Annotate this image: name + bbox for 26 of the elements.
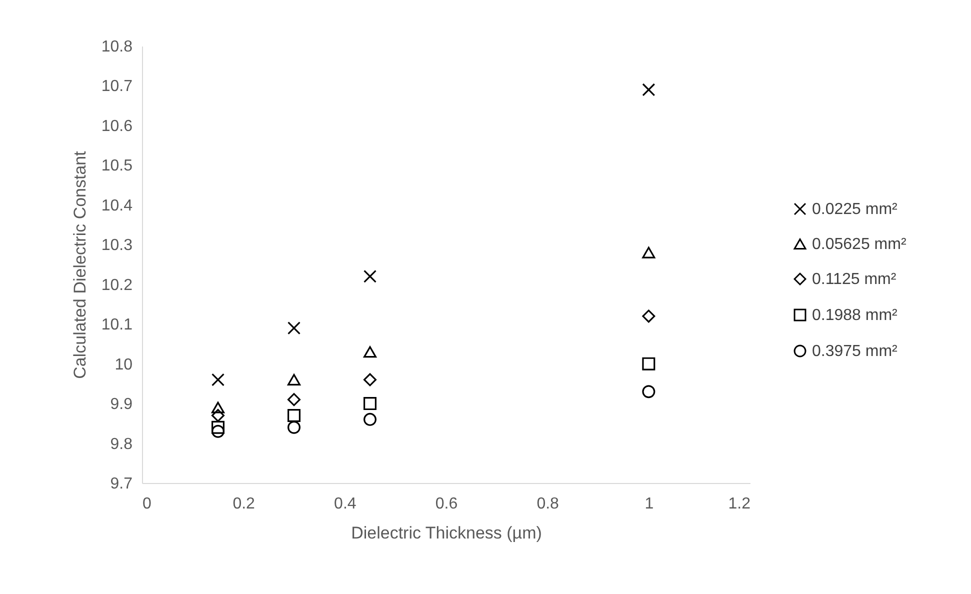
- x-tick-label: 1.2: [728, 496, 751, 512]
- y-tick-label: 10.4: [101, 197, 133, 214]
- y-tick-label: 9.8: [110, 436, 133, 453]
- y-tick-label: 9.9: [110, 396, 133, 414]
- y-tick-label: 10.2: [101, 276, 133, 294]
- x-tick-label: 0.6: [435, 496, 458, 512]
- y-tick-label: 10: [114, 356, 133, 374]
- y-axis-title: Calculated Dielectric Constant: [70, 150, 90, 379]
- legend-label: 0.1125 mm²: [812, 271, 897, 288]
- y-tick-label: 10.7: [101, 78, 133, 96]
- y-tick-label: 10.5: [101, 158, 133, 175]
- x-tick-label: 0.2: [232, 496, 256, 512]
- x-axis-title: Dielectric Thickness (µm): [351, 524, 542, 542]
- y-tick-label: 10.1: [101, 316, 133, 334]
- x-tick-label: 0: [142, 496, 152, 512]
- x-tick-label: 0.8: [536, 496, 560, 512]
- legend-label: 0.1988 mm²: [812, 307, 898, 324]
- legend-label: 0.3975 mm²: [812, 343, 898, 360]
- y-tick-label: 10.3: [101, 237, 133, 254]
- y-tick-label: 10.6: [101, 118, 133, 135]
- y-tick-label: 9.7: [110, 476, 133, 492]
- legend-label: 0.05625 mm²: [812, 236, 907, 253]
- y-tick-label: 10.8: [101, 38, 133, 56]
- legend-label: 0.0225 mm²: [812, 201, 898, 218]
- x-tick-label: 1: [644, 496, 654, 512]
- x-tick-label: 0.4: [334, 496, 356, 512]
